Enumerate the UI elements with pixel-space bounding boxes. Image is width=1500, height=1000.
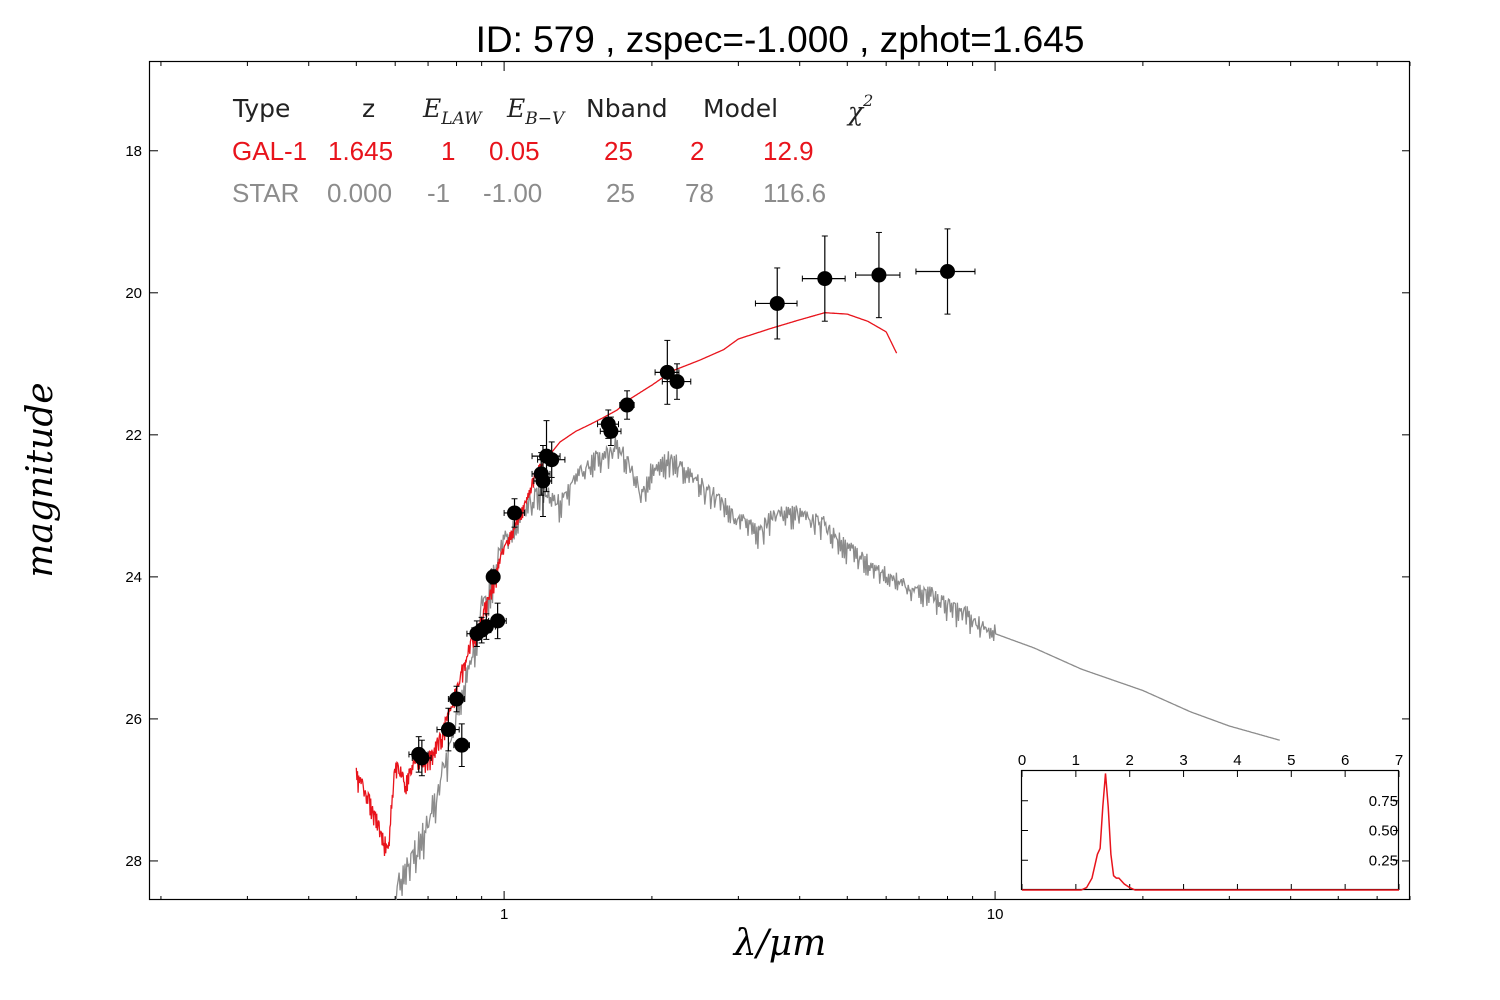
col-header-elaw: ELAW [422,94,483,129]
photometry-point [599,416,622,446]
inset-x-tick-label: 2 [1126,752,1134,769]
cell-elaw: -1 [427,178,450,208]
galaxy-model-line [355,312,898,857]
cell-chi2: 12.9 [763,136,814,166]
photometry-point [436,707,460,752]
photometry-point [619,390,635,420]
cell-z: 0.000 [327,178,392,208]
photometry-points [408,228,976,777]
inset-y-tick-label: 0.25 [1369,852,1398,869]
inset-x-tick-label: 1 [1072,752,1080,769]
photometry-point [654,339,680,405]
cell-model: 2 [690,136,704,166]
photometry-point [661,363,692,400]
col-header-nband: Nband [586,94,668,123]
cell-model: 78 [685,178,714,208]
photometry-point [485,569,501,585]
x-tick-label: 1 [500,906,508,923]
table-row-star: STAR 0.000 -1 -1.00 25 78 116.6 [232,178,826,208]
cell-type: STAR [232,178,299,208]
cell-chi2: 116.6 [763,178,826,208]
inset-ticks: 0 1 2 3 4 5 6 7 0.25 0.50 0.75 [1018,752,1403,890]
x-axis-label: λ/μm [732,923,826,964]
col-header-type: Type [232,94,290,123]
col-header-z: z [362,94,375,123]
inset-x-tick-label: 4 [1233,752,1241,769]
x-tick-label: 10 [987,906,1004,923]
y-tick-label: 24 [125,569,142,586]
inset-y-tick-label: 0.50 [1369,823,1398,840]
col-header-chi2: χ2 [846,91,873,126]
photometry-point [411,739,432,777]
photometry-point [447,685,465,713]
inset-frame [1020,769,1400,891]
photometry-point [537,441,566,478]
inset-curve [1022,773,1399,891]
cell-nband: 25 [604,136,633,166]
photometry-point [801,235,846,322]
col-header-model: Model [703,94,778,123]
plot-frame [148,60,1411,901]
fit-table: Type z ELAW EB−V Nband Model χ2 GAL-1 1.… [232,91,873,208]
cell-nband: 25 [606,178,635,208]
photometry-point [453,723,470,767]
cell-elaw: 1 [441,136,455,166]
chart-title: ID: 579 , zspec=-1.000 , zphot=1.645 [476,19,1085,60]
photometry-point [855,231,901,319]
photometry-point [476,613,496,640]
photometry-point [488,602,507,640]
cell-type: GAL-1 [232,136,307,166]
y-tick-label: 18 [125,143,142,160]
y-tick-label: 28 [125,853,142,870]
inset-x-tick-label: 5 [1287,752,1295,769]
inset-x-tick-label: 6 [1341,752,1349,769]
pdz-inset: 0 1 2 3 4 5 6 7 0.25 0.50 0.75 [1018,752,1403,891]
y-tick-label: 20 [125,285,142,302]
photometry-point [503,498,525,528]
cell-z: 1.645 [328,136,393,166]
photometry-point [754,267,798,340]
col-header-ebv: EB−V [506,94,566,129]
inset-y-tick-label: 0.75 [1369,793,1398,810]
inset-x-tick-label: 0 [1018,752,1026,769]
inset-x-tick-label: 7 [1395,752,1403,769]
y-tick-label: 26 [125,711,142,728]
inset-x-tick-label: 3 [1179,752,1187,769]
y-axis-label: magnitude [20,382,61,577]
cell-ebv: -1.00 [483,178,542,208]
table-row-gal: GAL-1 1.645 1 0.05 25 2 12.9 [232,136,814,166]
photometry-point [915,228,976,315]
y-tick-label: 22 [125,427,142,444]
cell-ebv: 0.05 [489,136,540,166]
pdz-line [1022,773,1399,891]
